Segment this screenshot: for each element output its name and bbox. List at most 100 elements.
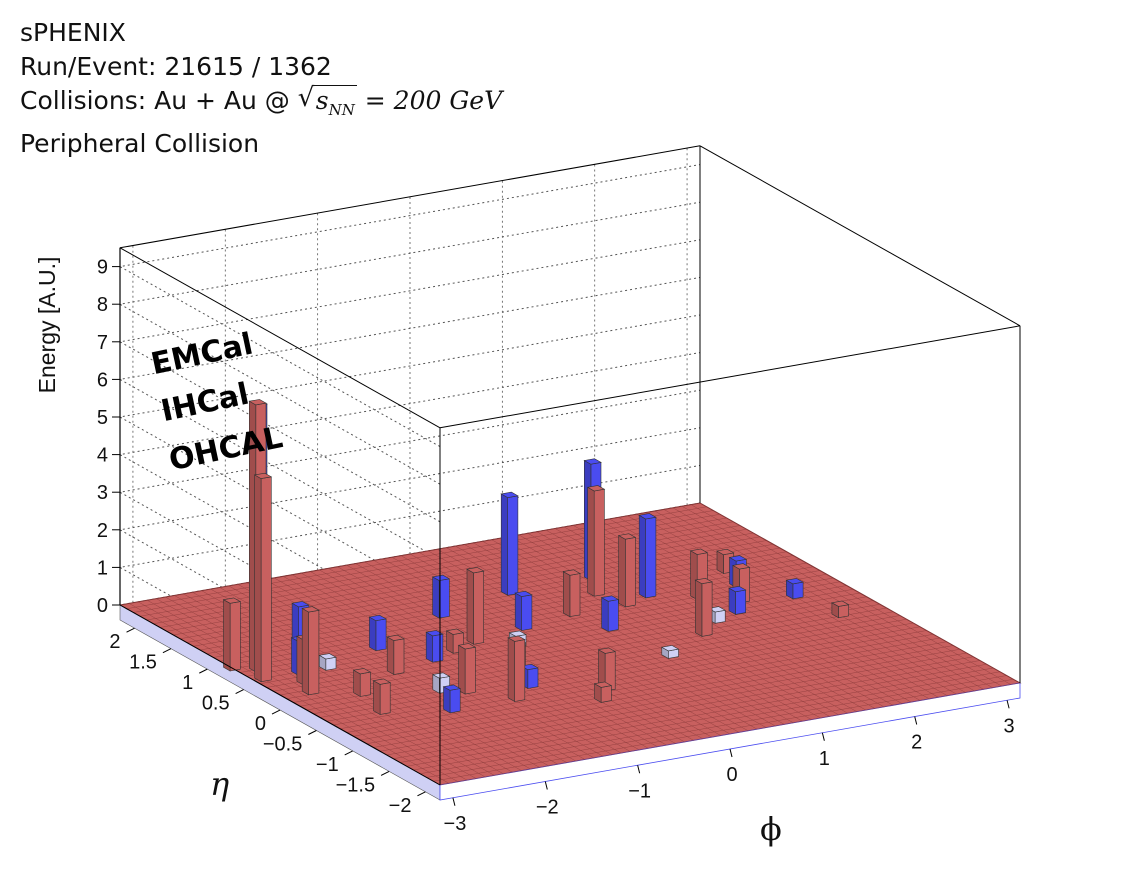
tower-emcal xyxy=(466,567,485,645)
floor-texture xyxy=(386,652,967,756)
tower-front-face xyxy=(527,667,539,689)
tower-front-face xyxy=(449,688,461,714)
tower-emcal xyxy=(562,569,581,618)
tower-emcal xyxy=(253,472,273,683)
tower-top-face xyxy=(445,628,465,635)
tower-ohcal xyxy=(442,684,462,714)
floor-texture xyxy=(366,641,947,744)
tower-ohcal xyxy=(600,595,620,632)
tower-top-face xyxy=(597,647,617,654)
chart-frame xyxy=(119,145,1021,786)
floor-texture xyxy=(299,604,881,707)
phi-tick-label: 1 xyxy=(819,748,830,770)
sqrt-sub: NN xyxy=(328,101,355,119)
tower-top-face xyxy=(732,563,751,570)
tower-side-face xyxy=(466,568,474,645)
tower-front-face xyxy=(432,633,444,663)
tower-front-face xyxy=(359,671,371,697)
tower-emcal xyxy=(222,597,242,672)
tower-top-face xyxy=(386,634,405,641)
eta-tick-label: 1.5 xyxy=(129,652,157,674)
tower-emcal xyxy=(445,628,465,654)
tower-top-face xyxy=(368,614,387,622)
tower-top-face xyxy=(562,569,581,576)
tower-side-face xyxy=(386,636,395,676)
floor-texture xyxy=(133,510,714,613)
tower-emcal xyxy=(507,635,526,703)
floor-texture xyxy=(353,634,934,737)
tower-top-face xyxy=(500,491,519,498)
phi-tick xyxy=(544,781,548,790)
tower-top-face xyxy=(583,458,602,465)
phi-tick-label: −2 xyxy=(536,797,559,819)
z-tick-label: 5 xyxy=(97,407,108,429)
tower-top-face xyxy=(248,399,267,406)
tower-side-face xyxy=(500,493,509,596)
eta-tick xyxy=(126,627,135,633)
floor-texture xyxy=(419,671,1001,774)
tower-top-face xyxy=(716,548,735,556)
tower-top-face xyxy=(466,567,485,574)
floor-texture xyxy=(439,682,1021,786)
tower-front-face xyxy=(229,601,241,672)
tower-front-face xyxy=(325,656,337,671)
tower-ohcal xyxy=(638,513,657,599)
tower-top-face xyxy=(457,643,477,650)
eta-axis-label: η xyxy=(210,765,229,803)
tower-ihcal xyxy=(318,653,337,671)
tower-top-face xyxy=(507,635,526,642)
floor-texture xyxy=(306,607,887,711)
eta-tick xyxy=(380,770,390,776)
tower-side-face xyxy=(587,486,595,597)
tower-top-face xyxy=(728,555,748,562)
sqrt-symbol: sNN xyxy=(298,81,357,127)
floor-texture xyxy=(359,637,941,741)
tower-emcal xyxy=(593,681,613,703)
tower-side-face xyxy=(443,686,451,714)
tower-emcal xyxy=(831,600,850,619)
experiment-name: sPHENIX xyxy=(20,18,126,47)
eta-tick xyxy=(344,750,353,756)
tower-front-face xyxy=(438,578,450,619)
tower-emcal xyxy=(617,533,637,608)
frame-edge xyxy=(119,247,441,429)
tower-emcal xyxy=(301,606,320,696)
z-tick-label: 1 xyxy=(97,557,108,579)
tower-front-face xyxy=(569,573,581,617)
eta-tick-label: 0.5 xyxy=(202,693,230,715)
tower-front-face xyxy=(645,516,657,599)
z-tick-label: 3 xyxy=(97,482,108,504)
tower-side-face xyxy=(223,599,231,672)
tower-side-face xyxy=(728,587,736,615)
tower-front-face xyxy=(393,638,405,675)
tower-emcal xyxy=(457,643,477,695)
tower-front-face xyxy=(600,685,612,703)
z-tick-label: 8 xyxy=(97,294,108,316)
phi-tick-label: −3 xyxy=(444,813,467,835)
collisions-label: Collisions: Au + Au @ sNN = 200 GeV xyxy=(20,81,502,127)
tower-top-face xyxy=(291,601,310,608)
phi-axis-label: ϕ xyxy=(760,810,782,848)
frame-edge xyxy=(439,325,1021,429)
tower-front-face xyxy=(473,570,485,645)
floor-texture xyxy=(413,667,994,771)
eta-tick-label: −1.5 xyxy=(336,774,375,796)
eta-tick-label: −2 xyxy=(389,795,412,817)
tower-top-face xyxy=(352,668,372,675)
collisions-prefix: Collisions: Au + Au @ xyxy=(20,86,298,115)
tower-top-face xyxy=(431,574,451,581)
floor-texture xyxy=(393,656,974,759)
z-tick-label: 2 xyxy=(97,520,108,542)
tower-top-face xyxy=(586,485,606,492)
tower-side-face xyxy=(695,579,703,637)
phi-tick xyxy=(729,748,733,758)
floor-texture xyxy=(426,675,1007,778)
tower-top-face xyxy=(222,597,242,604)
eta-tick xyxy=(235,689,244,695)
floor-texture xyxy=(433,679,1014,782)
floor-texture xyxy=(333,622,914,726)
z-tick-label: 6 xyxy=(97,369,108,391)
tower-top-face xyxy=(514,590,533,597)
